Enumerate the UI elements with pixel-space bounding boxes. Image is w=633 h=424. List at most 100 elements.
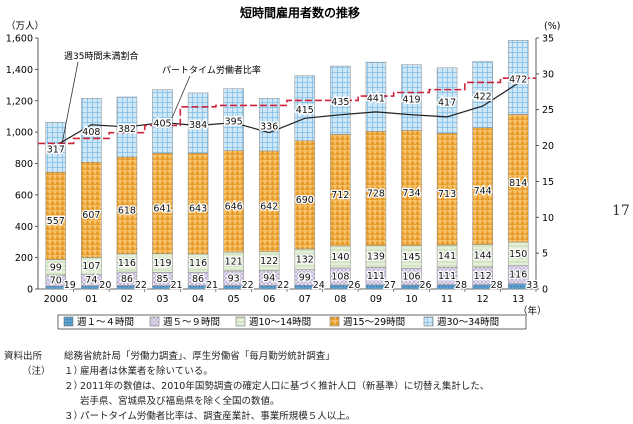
legend-label: 週１～４時間 (77, 316, 134, 328)
data-label: 86 (192, 274, 204, 285)
data-label: 419 (402, 95, 420, 106)
x-tick-label: 01 (85, 294, 97, 305)
data-label: 384 (189, 120, 207, 131)
data-label: 94 (263, 273, 275, 284)
legend-label: 週15～29時間 (343, 316, 405, 328)
line-label-short-ratio-pointer (61, 61, 79, 145)
x-tick-label: 06 (263, 294, 275, 305)
note-num: ３） (64, 411, 84, 422)
bar-segment (472, 61, 493, 128)
legend-swatch (235, 316, 246, 327)
source-head: 資料出所 (4, 351, 43, 362)
data-label: 435 (331, 97, 349, 108)
x-tick-label: 2000 (44, 294, 68, 305)
source-row: 資料出所 総務省統計局「労働力調査」、厚生労働省「毎月勤労統計調査」 (4, 349, 604, 364)
data-label: 74 (85, 275, 97, 286)
y-right-tick-label: 20 (542, 141, 554, 152)
y-left-tick-label: 800 (15, 159, 33, 170)
x-tick-label: 05 (228, 294, 240, 305)
data-label: 111 (367, 271, 385, 282)
data-label: 643 (189, 204, 207, 215)
chart-title: 短時間雇用者数の推移 (240, 5, 360, 20)
x-tick-label: 02 (121, 294, 133, 305)
data-label: 607 (82, 210, 100, 221)
data-label: 20 (99, 280, 111, 291)
y-right-tick-label: 15 (542, 177, 554, 188)
data-label: 618 (118, 205, 136, 216)
y-right-tick-label: 5 (542, 249, 548, 260)
series-line-short-ratio (55, 82, 519, 147)
data-label: 21 (170, 280, 182, 291)
data-label: 690 (296, 195, 314, 206)
bar-segment (187, 92, 209, 154)
data-label: 19 (64, 280, 76, 291)
legend-box (57, 314, 527, 330)
data-label: 422 (474, 92, 492, 103)
data-label: 642 (260, 201, 278, 212)
data-label: 26 (348, 280, 360, 291)
data-label: 557 (47, 216, 65, 227)
data-label: 814 (509, 178, 527, 189)
data-label: 99 (299, 272, 311, 283)
legend-swatch (149, 316, 160, 327)
notes-row-2: ２） 2011年の数値は、2010年国勢調査の確定人口に基づく推計人口（新基準）… (4, 379, 604, 394)
data-label: 408 (82, 127, 100, 138)
data-label: 140 (331, 252, 349, 263)
data-label: 415 (296, 105, 314, 116)
data-label: 28 (455, 280, 467, 291)
data-label: 119 (153, 258, 171, 269)
y-left-tick-label: 0 (27, 285, 33, 296)
series-line-part-time-ratio (38, 77, 536, 145)
data-label: 28 (491, 280, 503, 291)
note-num: １） (64, 366, 84, 377)
chart: 短時間雇用者数の推移 （万人） (%) （年） 02004006008001,0… (6, 5, 560, 330)
y-right-tick-label: 35 (542, 34, 554, 45)
note-text: 岩手県、宮城県及び福島県を除く全国の数値。 (80, 396, 280, 407)
note-text: 2011年の数値は、2010年国勢調査の確定人口に基づく推計人口（新基準）に切替… (80, 381, 490, 392)
bar-segment (152, 89, 173, 154)
data-label: 93 (228, 273, 240, 284)
note-num: ２） (64, 381, 84, 392)
data-label: 86 (121, 274, 133, 285)
y-left-tick-label: 1,200 (6, 96, 33, 107)
y-left-tick-label: 600 (15, 190, 33, 201)
data-label: 641 (153, 203, 171, 214)
data-label: 22 (242, 280, 254, 291)
data-label: 405 (153, 118, 171, 129)
data-label: 712 (331, 190, 349, 201)
data-label: 116 (189, 258, 207, 269)
data-label: 646 (225, 201, 243, 212)
notes-row-1: （注） １） 雇用者は休業者を除いている。 (4, 364, 604, 379)
bar-segment (223, 88, 244, 151)
data-label: 336 (260, 122, 278, 133)
data-label: 108 (331, 271, 349, 282)
data-label: 150 (509, 249, 527, 260)
data-label: 21 (206, 280, 218, 291)
data-label: 382 (118, 124, 136, 135)
data-label: 145 (402, 252, 420, 263)
data-label: 106 (402, 272, 420, 283)
x-unit: （年） (518, 305, 547, 317)
data-label: 70 (50, 276, 62, 287)
data-label: 734 (402, 188, 420, 199)
data-label: 24 (313, 280, 325, 291)
data-label: 144 (474, 251, 492, 262)
data-label: 395 (225, 117, 243, 128)
data-label: 728 (367, 188, 385, 199)
data-label: 27 (384, 280, 396, 291)
y-left-unit: （万人） (6, 20, 44, 32)
x-tick-label: 09 (370, 294, 382, 305)
bar-segment (294, 75, 316, 142)
x-tick-label: 04 (192, 294, 204, 305)
notes-head: （注） (22, 366, 51, 377)
data-label: 99 (50, 262, 62, 273)
bar-segment (45, 122, 67, 173)
note-num (64, 394, 80, 409)
data-label: 22 (277, 280, 289, 291)
legend: 週１～４時間 週５～９時間 週10～14時間 週15～29時間 週30～34時間 (57, 314, 527, 330)
notes: 資料出所 総務省統計局「労働力調査」、厚生労働省「毎月勤労統計調査」 （注） １… (4, 349, 604, 424)
data-label: 33 (526, 280, 538, 291)
data-label: 317 (47, 144, 65, 155)
legend-label: 週10～14時間 (249, 316, 311, 328)
notes-row-3: 岩手県、宮城県及び福島県を除く全国の数値。 (4, 394, 604, 409)
